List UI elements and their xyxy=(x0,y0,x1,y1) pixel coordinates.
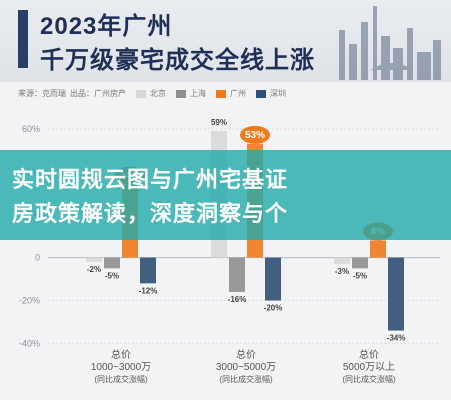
banner-text-line1: 实时圆规云图与广州宅基证 xyxy=(12,167,289,192)
y-tick-label: -20% xyxy=(19,296,40,306)
title-accent-bar xyxy=(18,10,28,68)
bar xyxy=(352,257,368,269)
legend-label-shenzhen: 深圳 xyxy=(270,89,286,98)
y-tick-label: 60% xyxy=(22,124,40,134)
legend-swatch-shanghai xyxy=(176,89,186,98)
data-label: -3% xyxy=(335,267,349,276)
data-label: -34% xyxy=(387,334,406,343)
data-label: -5% xyxy=(353,271,367,280)
data-label: 59% xyxy=(211,118,227,127)
page-title-line2: 千万级豪宅成交全线上涨 xyxy=(40,47,315,74)
page-title-line1: 2023年广州 xyxy=(40,13,173,40)
category-label: 5000万以上 xyxy=(343,361,395,373)
data-label: -20% xyxy=(264,304,283,313)
legend-label-shanghai: 上海 xyxy=(190,89,206,98)
bar-chart: 60%40%20%0-20%-40%-2%-5%34%-12%总价1000~30… xyxy=(19,118,440,384)
category-label: 总价 xyxy=(359,348,379,361)
legend-swatch-guangzhou xyxy=(216,89,226,98)
bar xyxy=(104,257,120,269)
source-label: 来源：克而瑞 xyxy=(18,89,66,98)
bar xyxy=(140,257,156,284)
header: 2023年广州 千万级豪宅成交全线上涨 xyxy=(0,0,451,82)
category-label: 总价 xyxy=(111,348,131,361)
data-label-bubble xyxy=(240,125,270,144)
publisher-label: 出品：广州房产 xyxy=(70,89,126,98)
category-label: (同比成交涨幅) xyxy=(342,374,396,384)
data-label: -16% xyxy=(228,295,247,304)
legend-label-guangzhou: 广州 xyxy=(230,89,246,98)
overlay-banner: 实时圆规云图与广州宅基证 房政策解读，深度洞察与个 xyxy=(0,150,451,240)
data-label: -12% xyxy=(139,286,158,295)
bar xyxy=(334,257,350,265)
bar xyxy=(388,257,404,331)
category-label: (同比成交涨幅) xyxy=(94,374,148,384)
legend-swatch-shenzhen xyxy=(256,89,266,98)
banner-text-line2: 房政策解读，深度洞察与个 xyxy=(12,201,289,226)
bar xyxy=(265,257,281,301)
y-tick-label: -40% xyxy=(19,338,40,348)
category-label: 总价 xyxy=(236,348,256,361)
bar xyxy=(229,257,245,292)
data-label: 53% xyxy=(245,130,265,141)
legend-swatch-beijing xyxy=(136,89,146,98)
data-label: -2% xyxy=(87,265,101,274)
bar xyxy=(370,240,386,258)
legend-label-beijing: 北京 xyxy=(150,89,166,98)
y-tick-label: 0 xyxy=(35,253,40,263)
bar xyxy=(86,257,102,262)
chart-legend: 来源：克而瑞 出品：广州房产 北京 上海 广州 深圳 xyxy=(18,88,286,99)
city-skyline-icon xyxy=(339,6,441,80)
category-label: (同比成交涨幅) xyxy=(219,374,273,384)
category-label: 1000~3000万 xyxy=(91,362,151,373)
data-label: -5% xyxy=(105,271,119,280)
category-label: 3000~5000万 xyxy=(216,362,276,373)
